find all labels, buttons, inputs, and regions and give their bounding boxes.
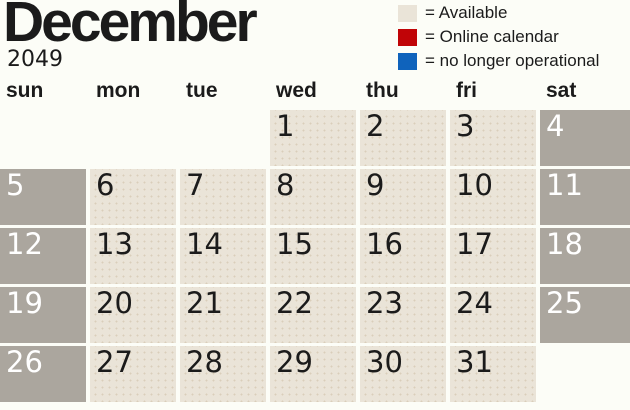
- legend-item-online-calendar: = Online calendar: [398, 25, 599, 49]
- date-cell-20[interactable]: 20: [90, 287, 180, 346]
- date-cell-31[interactable]: 31: [450, 346, 540, 405]
- online-calendar-swatch: [398, 28, 417, 46]
- date-number: 28: [186, 345, 223, 379]
- date-cell-10[interactable]: 10: [450, 169, 540, 228]
- date-number: 1: [276, 109, 295, 143]
- date-cell-28[interactable]: 28: [180, 346, 270, 405]
- date-number: 30: [366, 345, 403, 379]
- date-number: 31: [456, 345, 493, 379]
- date-number: 22: [276, 286, 313, 320]
- date-number: 12: [6, 227, 43, 261]
- date-cell-9[interactable]: 9: [360, 169, 450, 228]
- date-number: 4: [546, 109, 565, 143]
- date-number: 17: [456, 227, 493, 261]
- not-operational-swatch: [398, 52, 417, 70]
- weekday-header-sun: sun: [6, 79, 44, 102]
- date-cell-23[interactable]: 23: [360, 287, 450, 346]
- date-cell-26: 26: [0, 346, 90, 405]
- date-number: 26: [6, 345, 43, 379]
- date-cell-5: 5: [0, 169, 90, 228]
- date-cell-19: 19: [0, 287, 90, 346]
- date-number: 10: [456, 168, 493, 202]
- date-cell-27[interactable]: 27: [90, 346, 180, 405]
- weekday-header-thu: thu: [366, 79, 399, 102]
- date-number: 14: [186, 227, 223, 261]
- date-cell-14[interactable]: 14: [180, 228, 270, 287]
- date-number: 24: [456, 286, 493, 320]
- empty-cell: [90, 110, 180, 169]
- legend-label-online-calendar: = Online calendar: [425, 27, 559, 46]
- date-cell-29[interactable]: 29: [270, 346, 360, 405]
- date-number: 16: [366, 227, 403, 261]
- date-cell-30[interactable]: 30: [360, 346, 450, 405]
- date-number: 11: [546, 168, 583, 202]
- date-number: 5: [6, 168, 25, 202]
- legend-item-not-operational: = no longer operational: [398, 49, 599, 73]
- legend-label-available: = Available: [425, 3, 508, 22]
- date-number: 3: [456, 109, 475, 143]
- calendar-grid: 1 2 3 4 5 6 7 8 9 10 11 12 13 14 15 16 17 18 19 20 21 22 23 24 2…: [0, 110, 630, 405]
- date-number: 2: [366, 109, 385, 143]
- date-number: 29: [276, 345, 313, 379]
- date-cell-4: 4: [540, 110, 630, 169]
- legend: = Available = Online calendar = no longe…: [398, 1, 599, 73]
- date-cell-1[interactable]: 1: [270, 110, 360, 169]
- date-number: 6: [96, 168, 115, 202]
- month-title: December: [3, 0, 258, 54]
- weekday-header-wed: wed: [276, 79, 317, 102]
- date-number: 9: [366, 168, 385, 202]
- weekday-header-row: sun mon tue wed thu fri sat: [0, 79, 630, 103]
- date-number: 15: [276, 227, 313, 261]
- date-cell-21[interactable]: 21: [180, 287, 270, 346]
- date-number: 18: [546, 227, 583, 261]
- date-number: 7: [186, 168, 205, 202]
- empty-cell: [540, 346, 630, 405]
- date-number: 20: [96, 286, 133, 320]
- legend-item-available: = Available: [398, 1, 599, 25]
- date-cell-25: 25: [540, 287, 630, 346]
- weekday-header-mon: mon: [96, 79, 141, 102]
- date-cell-18: 18: [540, 228, 630, 287]
- weekday-header-sat: sat: [546, 79, 577, 102]
- date-cell-8[interactable]: 8: [270, 169, 360, 228]
- date-cell-22[interactable]: 22: [270, 287, 360, 346]
- date-number: 23: [366, 286, 403, 320]
- available-swatch: [398, 4, 417, 22]
- date-number: 19: [6, 286, 43, 320]
- date-cell-3[interactable]: 3: [450, 110, 540, 169]
- date-cell-24[interactable]: 24: [450, 287, 540, 346]
- date-cell-12: 12: [0, 228, 90, 287]
- date-number: 25: [546, 286, 583, 320]
- date-number: 8: [276, 168, 295, 202]
- year-label: 2049: [7, 47, 63, 72]
- legend-label-not-operational: = no longer operational: [425, 51, 600, 70]
- date-number: 21: [186, 286, 223, 320]
- weekday-header-tue: tue: [186, 79, 218, 102]
- date-cell-2[interactable]: 2: [360, 110, 450, 169]
- date-cell-15[interactable]: 15: [270, 228, 360, 287]
- date-number: 13: [96, 227, 133, 261]
- date-cell-16[interactable]: 16: [360, 228, 450, 287]
- date-cell-13[interactable]: 13: [90, 228, 180, 287]
- empty-cell: [180, 110, 270, 169]
- date-cell-6[interactable]: 6: [90, 169, 180, 228]
- date-cell-7[interactable]: 7: [180, 169, 270, 228]
- weekday-header-fri: fri: [456, 79, 477, 102]
- date-cell-11: 11: [540, 169, 630, 228]
- date-cell-17[interactable]: 17: [450, 228, 540, 287]
- empty-cell: [0, 110, 90, 169]
- date-number: 27: [96, 345, 133, 379]
